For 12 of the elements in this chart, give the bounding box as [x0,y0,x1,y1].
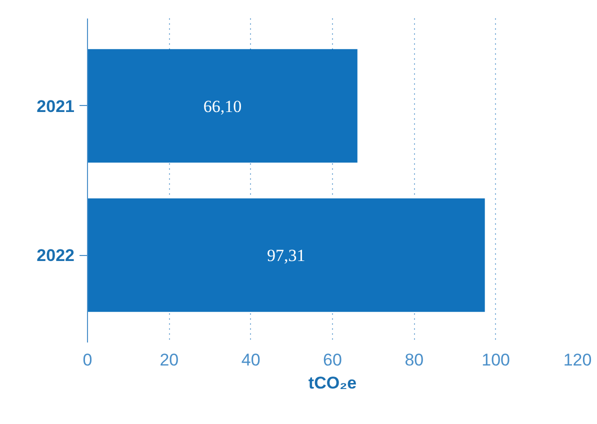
x-tick-label: 40 [241,350,260,370]
x-tick-label: 120 [563,350,592,370]
x-tick-label: 60 [323,350,342,370]
x-tick-label: 0 [82,350,92,370]
x-axis-title: tCO₂e [308,374,357,392]
x-tick-label: 100 [482,350,510,370]
x-tick-label: 80 [404,350,424,370]
data-label: 97,31 [267,246,306,266]
y-tick-label: 2022 [36,246,75,266]
y-tick-label: 2021 [36,96,75,116]
x-tick-label: 20 [160,350,179,370]
data-label: 66,10 [203,96,242,116]
